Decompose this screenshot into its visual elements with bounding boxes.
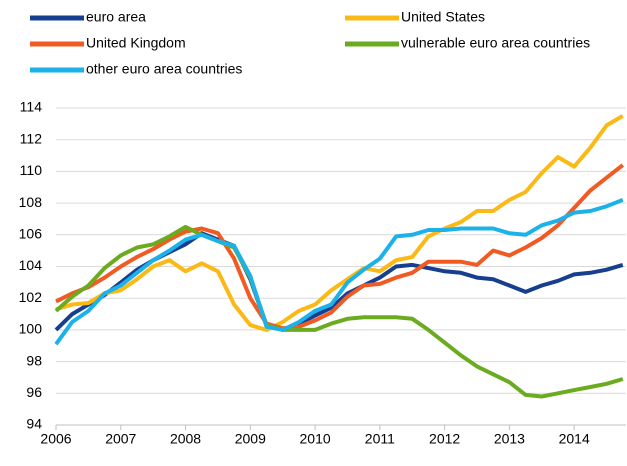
x-tick-label: 2010: [300, 431, 331, 447]
legend-label: United States: [401, 9, 485, 25]
legend-label: euro area: [86, 9, 146, 25]
series-line: [54, 198, 624, 346]
x-tick-label: 2013: [494, 431, 525, 447]
y-tick-label: 112: [20, 130, 43, 146]
y-tick-label: 100: [19, 321, 43, 337]
legend-label: other euro area countries: [86, 61, 242, 77]
y-tick-label: 96: [26, 384, 42, 400]
y-tick-label: 114: [20, 99, 43, 115]
y-tick-label: 110: [20, 162, 43, 178]
y-tick-label: 94: [26, 416, 42, 432]
legend-label: United Kingdom: [86, 35, 186, 51]
x-tick-label: 2008: [170, 431, 201, 447]
legend-label: vulnerable euro area countries: [401, 35, 590, 51]
x-tick-label: 2011: [365, 431, 395, 447]
series-line: [55, 163, 625, 331]
y-tick-label: 108: [19, 194, 43, 210]
y-tick-label: 106: [19, 226, 43, 242]
x-tick-label: 2014: [559, 431, 590, 447]
x-tick-label: 2006: [40, 431, 71, 447]
series-line: [55, 114, 624, 332]
x-tick-label: 2009: [235, 431, 266, 447]
series-line: [54, 224, 624, 399]
y-tick-label: 98: [26, 352, 42, 368]
x-tick-label: 2012: [429, 431, 460, 447]
y-tick-label: 102: [19, 289, 43, 305]
x-tick-label: 2007: [105, 431, 136, 447]
y-tick-label: 104: [19, 257, 43, 273]
